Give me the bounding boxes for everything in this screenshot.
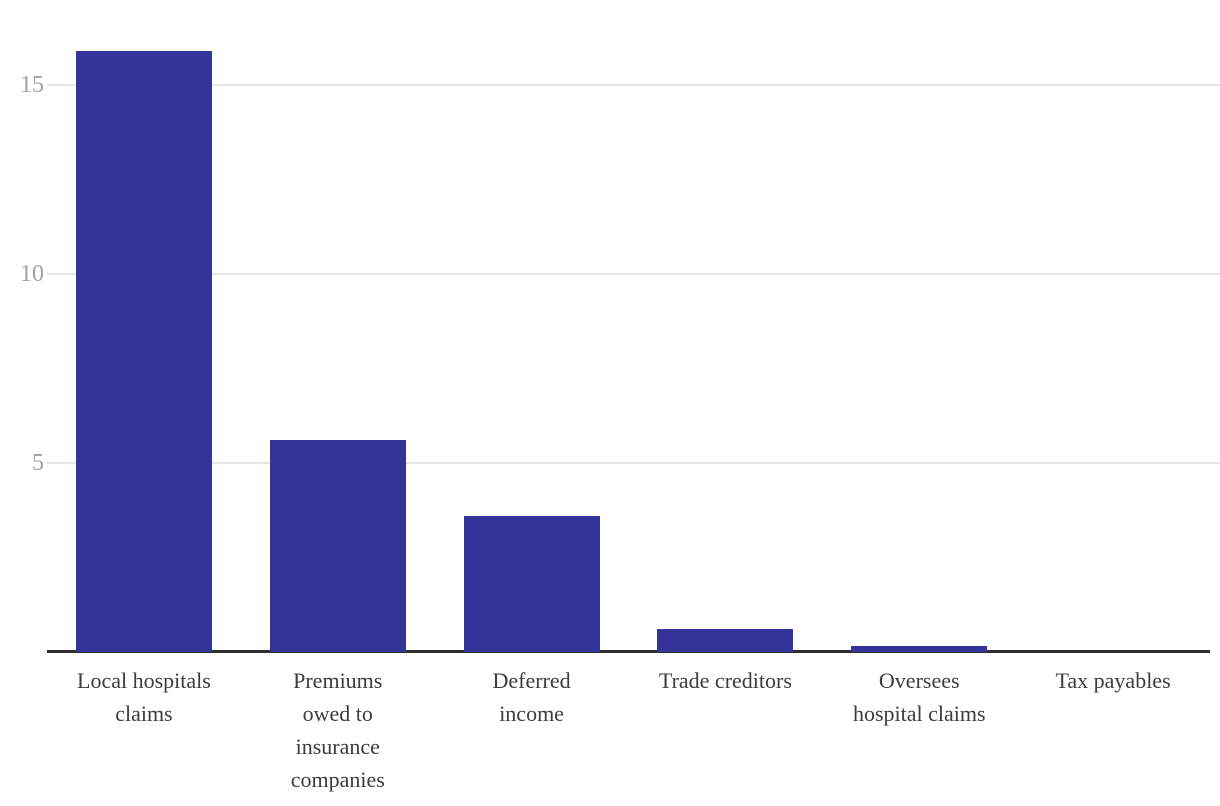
gridline-y-5 — [47, 462, 1220, 464]
x-axis-label-line: Local hospitals — [77, 668, 211, 693]
bar-trade-creditors — [657, 629, 794, 652]
x-axis-label-line: Deferred — [492, 668, 571, 693]
gridline-y-10 — [47, 273, 1220, 275]
x-axis-label-oversees-hospital-claims: Oversees hospital claims — [822, 664, 1016, 730]
x-axis-label-line: Tax payables — [1055, 668, 1171, 693]
x-axis-label-line: Premiums — [293, 668, 383, 693]
x-axis-label-line: hospital claims — [852, 701, 986, 726]
x-axis-label-line: companies — [290, 767, 385, 792]
x-axis-label-line: Trade creditors — [658, 668, 792, 693]
x-axis-label-line: claims — [115, 701, 173, 726]
bar-deferred-income — [463, 515, 600, 652]
x-axis-label-line: owed to — [302, 701, 373, 726]
y-tick-label-5: 5 — [32, 450, 44, 476]
x-axis-label-line: insurance — [295, 734, 380, 759]
x-axis-label-trade-creditors: Trade creditors — [629, 664, 823, 697]
bar-local-hospitals-claims — [75, 50, 212, 652]
x-axis-label-local-hospitals-claims: Local hospitals claims — [47, 664, 241, 730]
x-axis-label-deferred-income: Deferred income — [435, 664, 629, 730]
x-axis-label-premiums-owed-to-insurance-companies: Premiums owed to insurance companies — [241, 664, 435, 796]
gridline-y-15 — [47, 84, 1220, 86]
x-axis-line — [47, 650, 1210, 653]
x-axis-label-line: Oversees — [878, 668, 960, 693]
bar-oversees-hospital-claims — [851, 646, 988, 652]
x-axis-label-line: income — [499, 701, 564, 726]
y-tick-label-15: 15 — [20, 72, 44, 98]
x-axis-label-tax-payables: Tax payables — [1016, 664, 1210, 697]
bar-premiums-owed-to-insurance-companies — [269, 440, 406, 652]
y-tick-label-10: 10 — [20, 261, 44, 287]
